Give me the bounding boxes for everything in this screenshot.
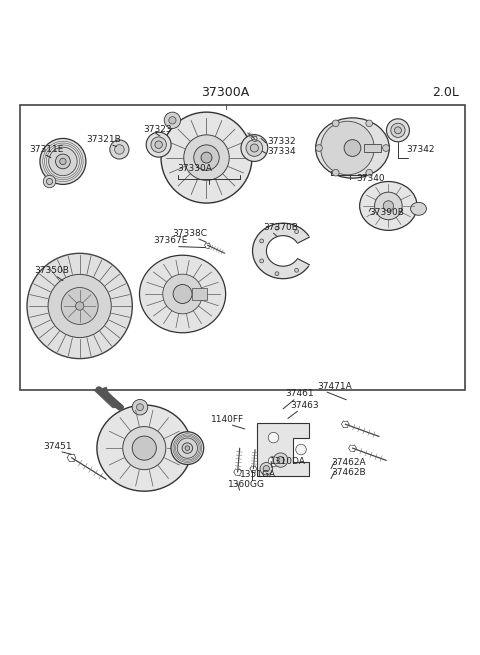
Ellipse shape (97, 405, 192, 491)
Circle shape (185, 446, 190, 451)
Ellipse shape (316, 118, 389, 178)
Text: 37323: 37323 (144, 124, 172, 134)
Circle shape (60, 159, 66, 164)
Circle shape (151, 137, 167, 153)
Text: 37390B: 37390B (369, 208, 404, 217)
Text: 37350B: 37350B (34, 266, 69, 275)
Circle shape (164, 112, 180, 128)
Circle shape (277, 457, 284, 464)
Text: 1140FF: 1140FF (211, 415, 244, 424)
Circle shape (43, 176, 56, 188)
Polygon shape (252, 223, 310, 278)
Text: 37332: 37332 (267, 137, 295, 145)
Circle shape (48, 147, 77, 176)
Circle shape (169, 117, 176, 124)
Bar (364, 144, 381, 152)
Text: 37462B: 37462B (331, 468, 366, 477)
Circle shape (395, 127, 401, 134)
Circle shape (56, 154, 70, 169)
Circle shape (263, 466, 269, 472)
Circle shape (47, 178, 53, 185)
Text: 37311E: 37311E (29, 145, 64, 154)
Circle shape (321, 121, 374, 175)
Circle shape (374, 192, 402, 219)
Circle shape (27, 253, 132, 358)
Circle shape (48, 274, 111, 337)
Circle shape (268, 457, 279, 467)
Circle shape (275, 272, 279, 276)
Circle shape (184, 135, 229, 180)
Text: 37321B: 37321B (86, 135, 120, 143)
Circle shape (61, 288, 98, 324)
Circle shape (194, 145, 219, 170)
Circle shape (295, 269, 299, 272)
Text: 37330A: 37330A (178, 164, 213, 174)
Ellipse shape (360, 181, 417, 231)
Text: 37367E: 37367E (153, 236, 187, 245)
Circle shape (241, 135, 268, 161)
Text: 37451: 37451 (43, 442, 72, 451)
Circle shape (366, 170, 372, 176)
Circle shape (251, 144, 258, 152)
Text: 37342: 37342 (407, 145, 435, 154)
Text: 37463: 37463 (290, 401, 319, 410)
Circle shape (123, 426, 166, 470)
Circle shape (391, 123, 405, 138)
Text: 37338C: 37338C (172, 229, 207, 238)
Ellipse shape (140, 255, 226, 333)
Text: 37370B: 37370B (263, 223, 298, 232)
Circle shape (110, 140, 129, 159)
Bar (192, 288, 207, 299)
Text: 37461: 37461 (286, 389, 314, 398)
Text: 37340: 37340 (356, 174, 384, 183)
Circle shape (295, 230, 299, 234)
Text: 1310DA: 1310DA (270, 457, 306, 466)
Circle shape (332, 170, 339, 176)
Circle shape (366, 120, 372, 126)
Text: 37471A: 37471A (318, 382, 352, 390)
Circle shape (177, 438, 197, 458)
Circle shape (155, 141, 162, 149)
Circle shape (132, 400, 148, 415)
Circle shape (332, 120, 339, 126)
Circle shape (383, 201, 394, 211)
Circle shape (161, 112, 252, 203)
Circle shape (275, 226, 279, 230)
Circle shape (260, 259, 264, 263)
Circle shape (386, 119, 409, 141)
Circle shape (132, 436, 156, 460)
Circle shape (260, 239, 264, 243)
Circle shape (75, 302, 84, 310)
Circle shape (201, 152, 212, 163)
Text: 37462A: 37462A (331, 458, 366, 467)
Circle shape (40, 138, 86, 185)
Circle shape (173, 284, 192, 303)
Polygon shape (257, 423, 310, 476)
Circle shape (316, 145, 323, 151)
Text: 1351GA: 1351GA (240, 470, 276, 479)
Circle shape (260, 462, 273, 475)
Bar (20, 105, 465, 390)
Circle shape (246, 140, 263, 157)
Circle shape (296, 444, 306, 455)
Text: 1360GG: 1360GG (228, 480, 264, 489)
Text: 37334: 37334 (267, 147, 295, 156)
Text: 37300A: 37300A (202, 86, 250, 99)
Circle shape (344, 140, 361, 157)
Ellipse shape (410, 202, 426, 215)
Circle shape (383, 145, 389, 151)
Text: 2.0L: 2.0L (432, 86, 459, 99)
Circle shape (115, 145, 124, 154)
Circle shape (171, 432, 204, 464)
Circle shape (268, 432, 279, 443)
Circle shape (163, 274, 203, 314)
Polygon shape (94, 390, 124, 407)
Circle shape (274, 453, 288, 467)
Circle shape (136, 403, 144, 411)
Circle shape (146, 132, 171, 157)
Circle shape (182, 443, 192, 453)
